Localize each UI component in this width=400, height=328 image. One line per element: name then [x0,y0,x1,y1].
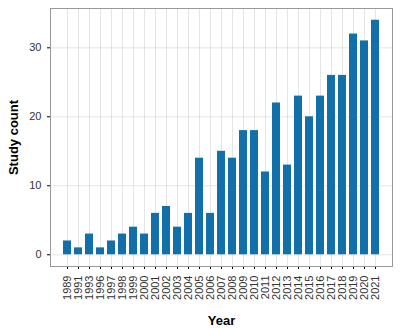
svg-text:20: 20 [29,110,41,122]
svg-text:10: 10 [29,179,41,191]
svg-text:2010: 2010 [248,275,260,300]
svg-text:2003: 2003 [171,275,183,300]
svg-text:Year: Year [208,313,235,328]
svg-text:2017: 2017 [325,275,337,300]
svg-text:2007: 2007 [215,275,227,300]
svg-text:2014: 2014 [292,275,304,300]
svg-text:Study count: Study count [6,99,21,175]
svg-text:2005: 2005 [193,275,205,300]
svg-text:1998: 1998 [116,275,128,300]
svg-text:2019: 2019 [347,275,359,300]
svg-text:2012: 2012 [270,275,282,300]
svg-text:2016: 2016 [314,275,326,300]
svg-text:2015: 2015 [303,275,315,300]
svg-text:0: 0 [35,248,41,260]
svg-text:2006: 2006 [204,275,216,300]
svg-text:2020: 2020 [358,275,370,300]
svg-text:1991: 1991 [72,275,84,300]
svg-text:2008: 2008 [226,275,238,300]
svg-text:1999: 1999 [127,275,139,300]
svg-text:1996: 1996 [94,275,106,300]
svg-text:2013: 2013 [281,275,293,300]
svg-text:1989: 1989 [61,275,73,300]
svg-text:2009: 2009 [237,275,249,300]
svg-text:1997: 1997 [105,275,117,300]
svg-text:2002: 2002 [160,275,172,300]
svg-text:1993: 1993 [83,275,95,300]
svg-text:2001: 2001 [149,275,161,300]
svg-text:2000: 2000 [138,275,150,300]
svg-text:2018: 2018 [336,275,348,300]
svg-text:30: 30 [29,41,41,53]
svg-text:2011: 2011 [259,275,271,300]
svg-text:2021: 2021 [369,276,381,300]
svg-text:2004: 2004 [182,275,194,300]
